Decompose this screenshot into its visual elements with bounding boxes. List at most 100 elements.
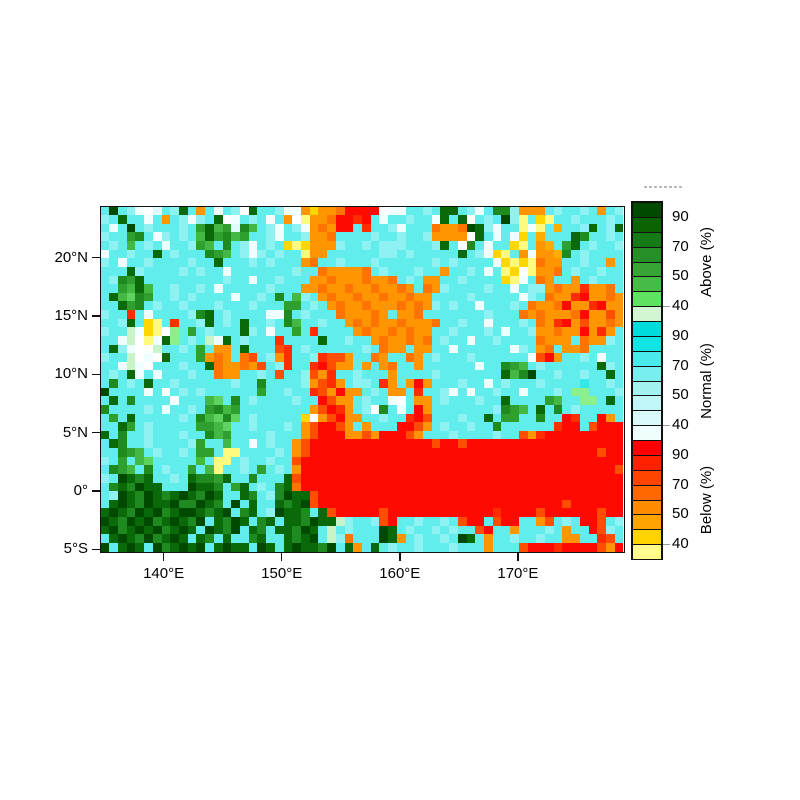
map-cell bbox=[309, 456, 319, 466]
map-cell bbox=[344, 206, 354, 216]
map-cell bbox=[545, 249, 554, 259]
map-cell bbox=[353, 344, 362, 354]
map-cell bbox=[501, 344, 511, 354]
map-cell bbox=[231, 534, 240, 543]
y-axis-tick-label: 10°N bbox=[54, 365, 88, 383]
map-cell bbox=[170, 223, 179, 233]
map-cell bbox=[501, 353, 511, 362]
map-cell bbox=[562, 215, 572, 224]
map-cell bbox=[309, 413, 319, 423]
map-cell bbox=[484, 232, 493, 241]
map-cell bbox=[283, 335, 293, 345]
map-cell bbox=[222, 335, 232, 345]
map-cell bbox=[518, 534, 528, 543]
map-cell bbox=[440, 542, 450, 552]
map-cell bbox=[361, 335, 371, 345]
map-cell bbox=[300, 275, 310, 285]
map-cell bbox=[597, 215, 607, 224]
colorbar-segment bbox=[632, 380, 662, 397]
map-cell bbox=[266, 258, 275, 267]
map-cell bbox=[300, 499, 310, 509]
map-cell bbox=[466, 396, 476, 405]
map-cell bbox=[187, 249, 197, 259]
map-cell bbox=[344, 327, 354, 336]
colorbar-segment bbox=[632, 529, 662, 546]
map-cell bbox=[466, 404, 476, 414]
map-cell bbox=[405, 542, 415, 552]
map-cell bbox=[414, 249, 424, 259]
map-cell bbox=[562, 241, 572, 250]
colorbar-segment bbox=[632, 469, 662, 486]
map-cell bbox=[135, 241, 145, 250]
map-cell bbox=[231, 327, 240, 336]
map-cell bbox=[135, 482, 145, 492]
map-cell bbox=[484, 387, 493, 397]
map-cell bbox=[405, 310, 415, 319]
map-cell bbox=[327, 335, 336, 345]
map-cell bbox=[309, 284, 319, 293]
map-cell bbox=[135, 499, 145, 509]
map-cell bbox=[536, 241, 546, 250]
map-cell bbox=[492, 284, 502, 293]
map-cell bbox=[492, 353, 502, 362]
map-cell bbox=[562, 387, 572, 397]
map-cell bbox=[318, 542, 328, 552]
map-cell bbox=[396, 508, 406, 517]
map-cell bbox=[274, 361, 284, 371]
map-cell bbox=[161, 534, 171, 543]
map-cell bbox=[405, 370, 415, 379]
map-cell bbox=[353, 318, 362, 328]
map-cell bbox=[126, 258, 136, 267]
map-cell bbox=[135, 534, 145, 543]
map-cell bbox=[614, 482, 624, 492]
map-cell bbox=[196, 482, 206, 492]
map-cell bbox=[126, 379, 136, 388]
map-cell bbox=[484, 413, 493, 423]
map-cell bbox=[353, 266, 362, 276]
map-cell bbox=[187, 327, 197, 336]
map-cell bbox=[405, 422, 415, 431]
map-cell bbox=[370, 430, 380, 440]
map-cell bbox=[527, 232, 537, 241]
map-cell bbox=[388, 525, 397, 535]
map-cell bbox=[553, 465, 563, 474]
map-cell bbox=[449, 534, 458, 543]
map-cell bbox=[344, 473, 354, 483]
map-cell bbox=[205, 275, 214, 285]
map-cell bbox=[606, 284, 615, 293]
map-cell bbox=[135, 344, 145, 354]
map-cell bbox=[205, 439, 214, 448]
map-cell bbox=[492, 482, 502, 492]
map-cell bbox=[423, 525, 432, 535]
map-cell bbox=[475, 292, 485, 302]
y-axis-tick bbox=[91, 315, 100, 317]
map-cell bbox=[423, 301, 432, 310]
map-cell bbox=[449, 275, 458, 285]
map-cell bbox=[361, 361, 371, 371]
map-cell bbox=[239, 370, 249, 379]
map-cell bbox=[309, 448, 319, 457]
map-cell bbox=[231, 517, 240, 526]
map-cell bbox=[257, 284, 267, 293]
map-cell bbox=[501, 215, 511, 224]
map-cell bbox=[510, 301, 519, 310]
map-cell bbox=[135, 284, 145, 293]
map-cell bbox=[239, 318, 249, 328]
map-cell bbox=[161, 525, 171, 535]
map-cell bbox=[117, 465, 127, 474]
map-cell bbox=[484, 241, 493, 250]
map-cell bbox=[309, 249, 319, 259]
map-cell bbox=[196, 387, 206, 397]
map-cell bbox=[100, 275, 110, 285]
map-cell bbox=[597, 456, 607, 466]
map-cell bbox=[266, 215, 275, 224]
map-cell bbox=[213, 266, 223, 276]
map-cell bbox=[196, 335, 206, 345]
map-cell bbox=[536, 422, 546, 431]
map-cell bbox=[457, 517, 467, 526]
map-cell bbox=[266, 206, 275, 216]
map-cell bbox=[109, 465, 118, 474]
map-cell bbox=[135, 370, 145, 379]
map-cell bbox=[248, 456, 258, 466]
map-cell bbox=[431, 292, 441, 302]
